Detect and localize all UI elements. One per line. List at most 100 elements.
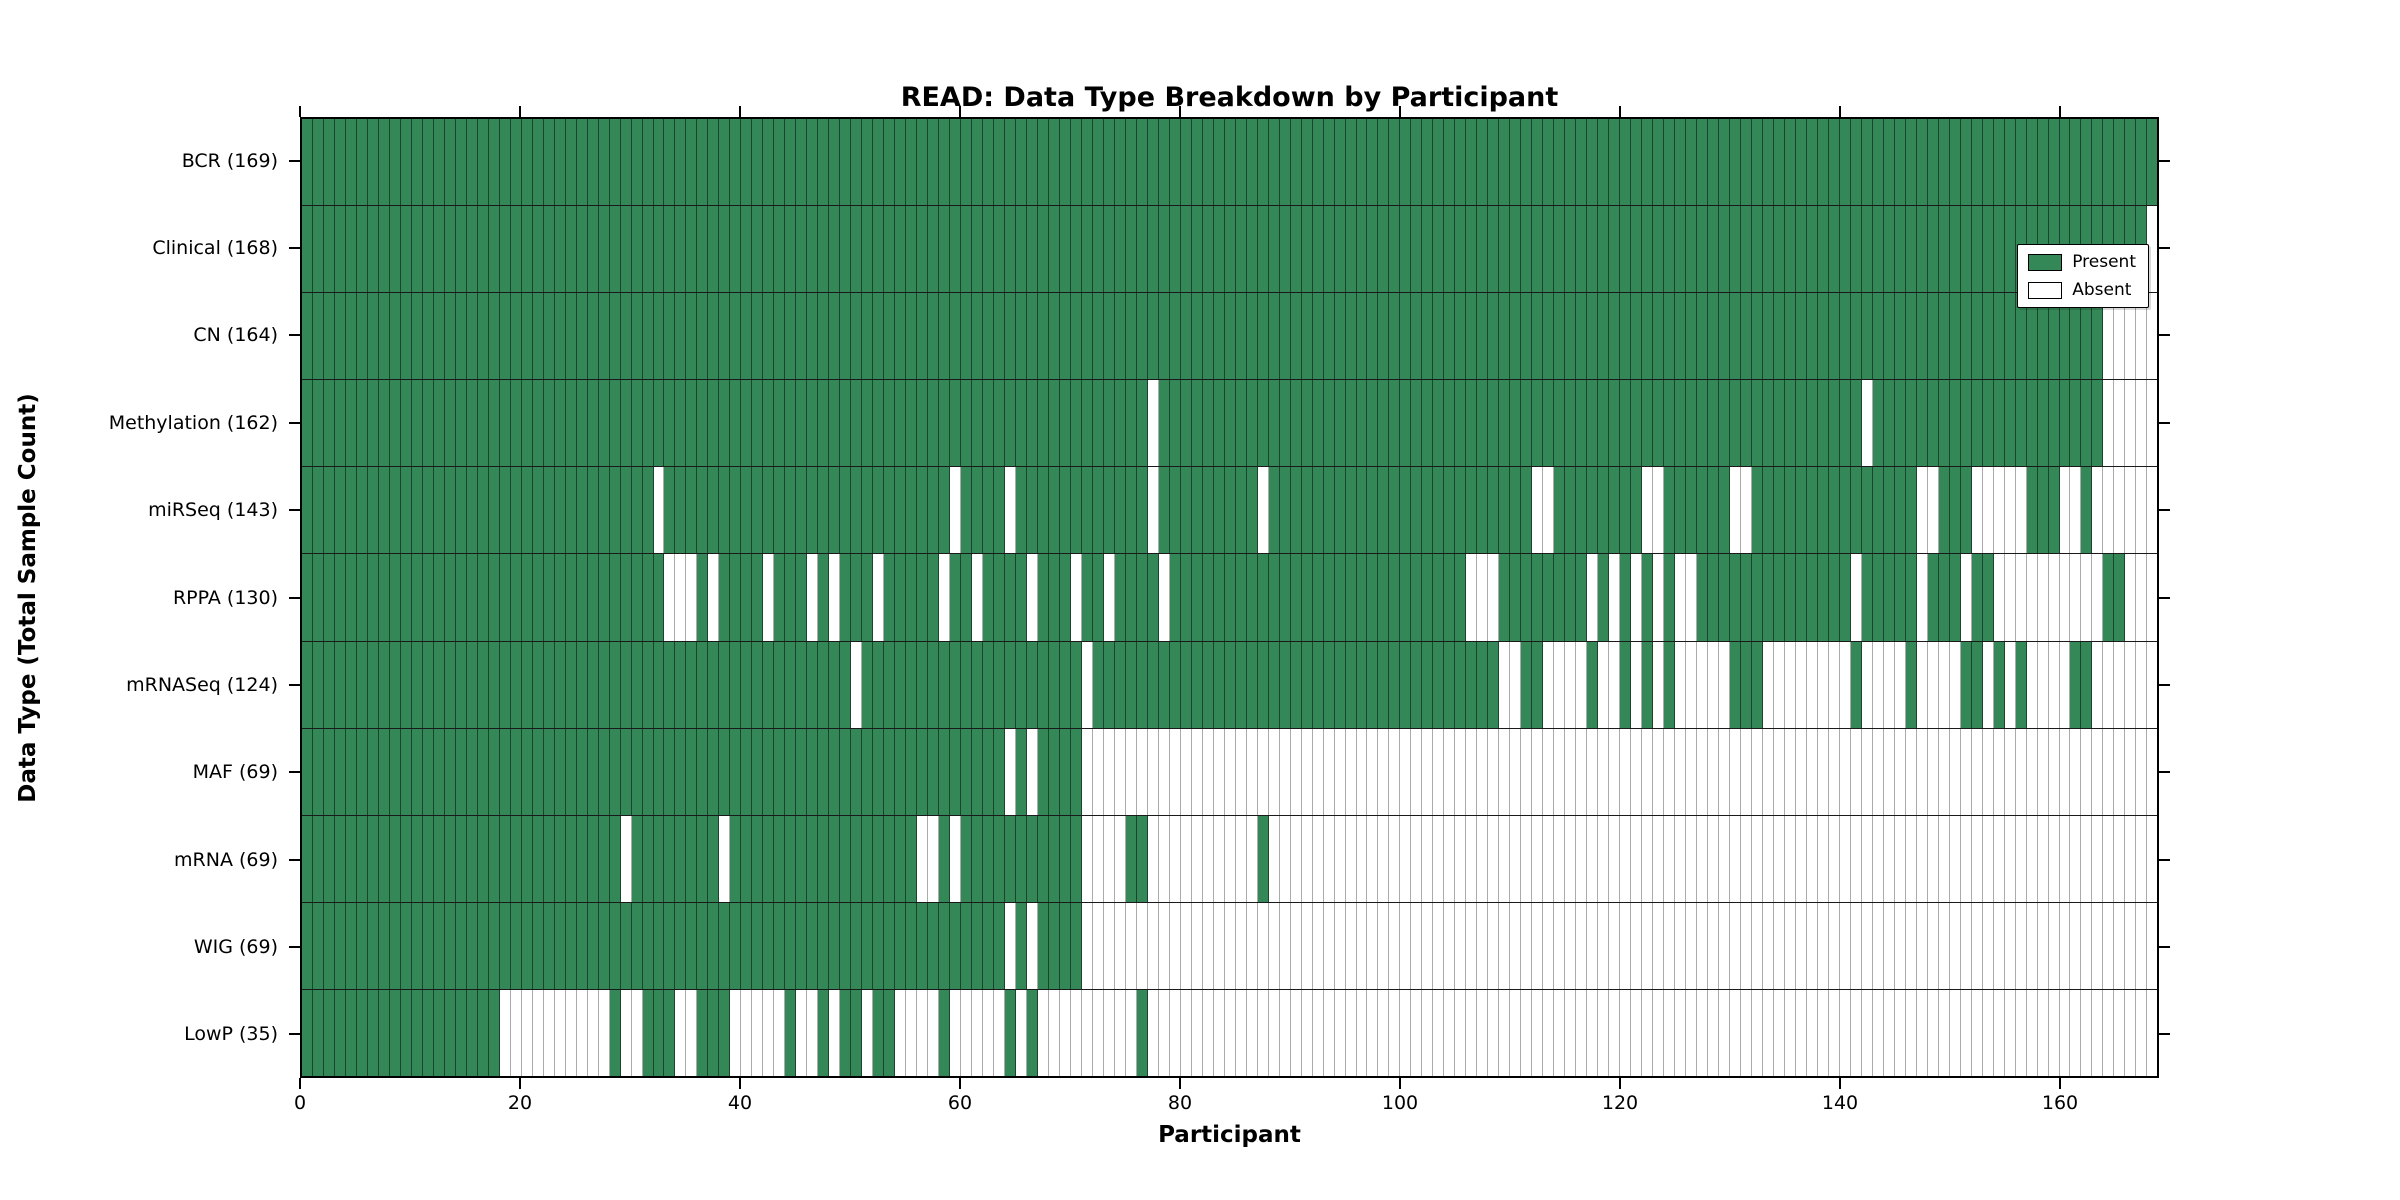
axis-tick	[1839, 1078, 1841, 1089]
heatmap-cell	[510, 641, 522, 728]
heatmap-cell	[312, 728, 324, 815]
heatmap-cell	[1235, 728, 1247, 815]
heatmap-cell	[543, 815, 555, 902]
heatmap-cell	[664, 989, 676, 1077]
heatmap-cell	[1894, 902, 1906, 989]
heatmap-cell	[774, 554, 786, 641]
heatmap-cell	[1894, 728, 1906, 815]
heatmap-cell	[1620, 728, 1632, 815]
heatmap-cell	[1795, 467, 1807, 554]
heatmap-cell	[818, 815, 830, 902]
heatmap-cell	[730, 989, 742, 1077]
heatmap-cell	[433, 380, 445, 467]
heatmap-cell	[554, 989, 566, 1077]
heatmap-cell	[1620, 554, 1632, 641]
heatmap-cell	[1543, 119, 1555, 206]
heatmap-cell	[334, 119, 346, 206]
heatmap-cell	[1158, 815, 1170, 902]
heatmap-cell	[983, 206, 995, 293]
heatmap-cell	[2114, 989, 2126, 1077]
heatmap-cell	[1839, 728, 1851, 815]
heatmap-cell	[1059, 380, 1071, 467]
heatmap-cell	[884, 119, 896, 206]
heatmap-cell	[1444, 554, 1456, 641]
heatmap-cell	[1070, 989, 1082, 1077]
heatmap-cell	[1246, 467, 1258, 554]
heatmap-cell	[565, 119, 577, 206]
heatmap-cell	[2125, 554, 2137, 641]
heatmap-cell	[862, 728, 874, 815]
heatmap-cell	[1180, 380, 1192, 467]
heatmap-cell	[302, 380, 313, 467]
heatmap-cell	[521, 119, 533, 206]
heatmap-cell	[411, 815, 423, 902]
heatmap-cell	[1290, 467, 1302, 554]
heatmap-cell	[1070, 815, 1082, 902]
heatmap-cell	[620, 902, 632, 989]
y-tick-label-Clinical: Clinical (168)	[152, 237, 278, 260]
heatmap-cell	[1246, 815, 1258, 902]
heatmap-cell	[2004, 206, 2016, 293]
heatmap-cell	[389, 293, 401, 380]
heatmap-cell	[1334, 815, 1346, 902]
heatmap-cell	[1268, 554, 1280, 641]
heatmap-cell	[1290, 902, 1302, 989]
heatmap-cell	[488, 641, 500, 728]
heatmap-cell	[719, 206, 731, 293]
heatmap-cell	[2103, 380, 2115, 467]
heatmap-cell	[686, 380, 698, 467]
heatmap-cell	[1070, 467, 1082, 554]
heatmap-cell	[466, 293, 478, 380]
heatmap-cell	[466, 554, 478, 641]
heatmap-cell	[1257, 902, 1269, 989]
axis-tick	[289, 945, 300, 948]
heatmap-cell	[1587, 989, 1599, 1077]
heatmap-cell	[840, 554, 852, 641]
heatmap-cell	[642, 119, 654, 206]
heatmap-cell	[1762, 641, 1774, 728]
heatmap-cell	[323, 554, 335, 641]
heatmap-cell	[532, 119, 544, 206]
heatmap-cell	[1598, 902, 1610, 989]
heatmap-cell	[565, 467, 577, 554]
heatmap-cell	[994, 206, 1005, 293]
heatmap-cell	[1762, 728, 1774, 815]
heatmap-cell	[1389, 293, 1401, 380]
heatmap-cell	[1740, 815, 1752, 902]
heatmap-cell	[1103, 293, 1115, 380]
heatmap-cell	[851, 902, 863, 989]
heatmap-cell	[2059, 728, 2071, 815]
heatmap-cell	[829, 380, 841, 467]
heatmap-cell	[367, 554, 379, 641]
heatmap-cell	[752, 380, 764, 467]
heatmap-cell	[1400, 467, 1412, 554]
axis-tick	[1619, 106, 1621, 117]
heatmap-cell	[1828, 902, 1840, 989]
legend-swatch-absent	[2028, 281, 2063, 299]
heatmap-cell	[1982, 728, 1994, 815]
heatmap-cell	[1883, 380, 1895, 467]
heatmap-cell	[1982, 206, 1994, 293]
heatmap-cell	[1949, 728, 1961, 815]
heatmap-cell	[1708, 902, 1719, 989]
heatmap-cell	[697, 293, 709, 380]
x-tick-label: 120	[1601, 1092, 1639, 1114]
heatmap-cell	[1971, 206, 1983, 293]
heatmap-cell	[1213, 989, 1225, 1077]
heatmap-cell	[1114, 119, 1126, 206]
heatmap-cell	[1125, 815, 1137, 902]
heatmap-cell	[2048, 902, 2060, 989]
heatmap-cell	[1455, 119, 1467, 206]
heatmap-cell	[444, 815, 456, 902]
heatmap-cell	[1455, 380, 1467, 467]
heatmap-cell	[642, 467, 654, 554]
y-tick-label-LowP: LowP (35)	[184, 1023, 278, 1046]
heatmap-cell	[1433, 206, 1445, 293]
heatmap-cell	[1795, 119, 1807, 206]
heatmap-cell	[895, 380, 907, 467]
heatmap-cell	[1103, 989, 1115, 1077]
heatmap-cell	[1960, 989, 1972, 1077]
heatmap-cell	[1389, 206, 1401, 293]
heatmap-cell	[1323, 206, 1335, 293]
heatmap-cell	[378, 815, 390, 902]
